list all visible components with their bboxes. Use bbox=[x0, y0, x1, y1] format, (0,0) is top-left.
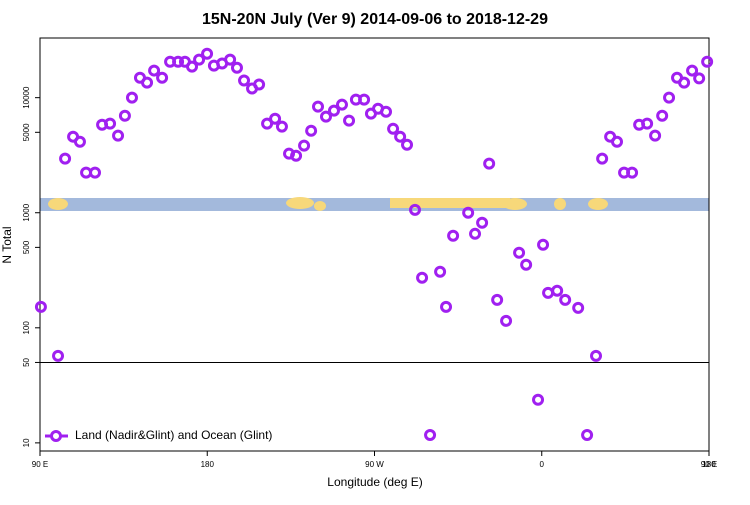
point bbox=[656, 109, 669, 122]
y-tick-label: 10000 bbox=[22, 86, 31, 109]
point bbox=[104, 117, 117, 130]
x-axis-label: Longitude (deg E) bbox=[327, 475, 422, 489]
point bbox=[469, 227, 482, 240]
y-axis-label: N Total bbox=[0, 226, 14, 263]
point bbox=[440, 300, 453, 313]
point bbox=[335, 98, 348, 111]
point bbox=[52, 349, 65, 362]
point bbox=[500, 314, 513, 327]
point bbox=[224, 53, 237, 66]
point bbox=[434, 265, 447, 278]
point bbox=[156, 71, 169, 84]
point bbox=[319, 110, 332, 123]
point bbox=[513, 246, 526, 259]
point bbox=[312, 100, 325, 113]
point bbox=[581, 429, 594, 442]
point bbox=[141, 76, 154, 89]
x-tick-label: 180 bbox=[201, 460, 215, 469]
x-tick-label: 90 W bbox=[365, 460, 384, 469]
map-strip bbox=[40, 197, 709, 211]
point bbox=[343, 114, 356, 127]
x-tick-label: 0 bbox=[540, 460, 545, 469]
point bbox=[201, 47, 214, 60]
point bbox=[148, 64, 161, 77]
point bbox=[112, 129, 125, 142]
point bbox=[626, 166, 639, 179]
point bbox=[641, 117, 654, 130]
point bbox=[186, 60, 199, 73]
point bbox=[73, 135, 86, 148]
point bbox=[416, 271, 429, 284]
point bbox=[327, 104, 340, 117]
point bbox=[483, 157, 496, 170]
point bbox=[611, 135, 624, 148]
y-tick-label: 5000 bbox=[22, 123, 31, 141]
point bbox=[520, 258, 533, 271]
point bbox=[298, 139, 311, 152]
point bbox=[649, 129, 662, 142]
point bbox=[551, 284, 564, 297]
point bbox=[193, 53, 206, 66]
point bbox=[559, 293, 572, 306]
point bbox=[572, 301, 585, 314]
point bbox=[462, 206, 475, 219]
point bbox=[290, 149, 303, 162]
point bbox=[238, 74, 251, 87]
chart-title: 15N-20N July (Ver 9) 2014-09-06 to 2018-… bbox=[202, 11, 548, 28]
point bbox=[701, 55, 714, 68]
point bbox=[476, 216, 489, 229]
point bbox=[678, 76, 691, 89]
point bbox=[34, 300, 47, 313]
point bbox=[401, 138, 414, 151]
point bbox=[596, 152, 609, 165]
point bbox=[542, 286, 555, 299]
legend-marker bbox=[50, 430, 62, 442]
point bbox=[686, 64, 699, 77]
point bbox=[424, 429, 437, 442]
point bbox=[447, 229, 460, 242]
point bbox=[253, 78, 266, 91]
point bbox=[590, 349, 603, 362]
point bbox=[387, 122, 400, 135]
x-tick-label: 90 E bbox=[32, 460, 48, 469]
y-tick-label: 50 bbox=[22, 357, 31, 366]
point bbox=[693, 72, 706, 85]
point bbox=[409, 203, 422, 216]
y-tick-label: 100 bbox=[22, 321, 31, 335]
y-tick-label: 1000 bbox=[22, 203, 31, 221]
point bbox=[394, 130, 407, 143]
point bbox=[269, 112, 282, 125]
point bbox=[358, 93, 371, 106]
x-tick-label: 180 bbox=[702, 460, 716, 469]
point bbox=[59, 152, 72, 165]
point bbox=[491, 293, 504, 306]
point bbox=[172, 55, 185, 68]
y-tick-label: 10 bbox=[22, 438, 31, 447]
plot-frame bbox=[39, 37, 710, 452]
point bbox=[663, 91, 676, 104]
point bbox=[230, 61, 243, 74]
point bbox=[118, 109, 131, 122]
y-tick-label: 500 bbox=[22, 240, 31, 254]
point bbox=[537, 238, 550, 251]
point bbox=[275, 120, 288, 133]
point bbox=[305, 124, 318, 137]
x-tick-label: 90 E bbox=[701, 460, 717, 469]
legend-label: Land (Nadir&Glint) and Ocean (Glint) bbox=[75, 428, 272, 442]
point bbox=[89, 166, 102, 179]
point bbox=[532, 393, 545, 406]
point bbox=[380, 105, 393, 118]
point bbox=[125, 91, 138, 104]
